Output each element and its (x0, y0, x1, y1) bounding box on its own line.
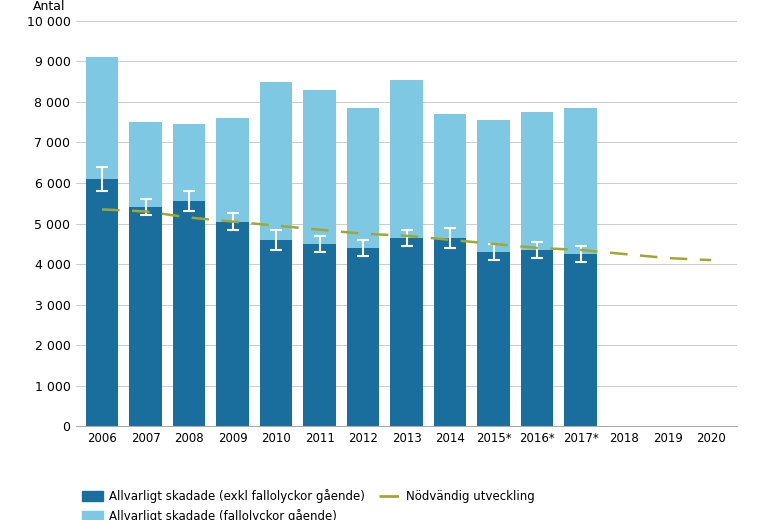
Bar (391, 238, 423, 426)
Bar (521, 250, 553, 426)
Bar (217, 222, 249, 426)
Bar (564, 254, 597, 426)
Bar (86, 179, 119, 426)
Bar (173, 124, 205, 201)
Bar (260, 82, 293, 240)
Bar (347, 108, 379, 248)
Bar (217, 118, 249, 222)
Bar (129, 207, 162, 426)
Bar (173, 201, 205, 426)
Bar (564, 108, 597, 254)
Bar (521, 112, 553, 250)
Bar (86, 57, 119, 179)
Legend: Allvarligt skadade (exkl fallolyckor gående), Allvarligt skadade (fallolyckor gå: Allvarligt skadade (exkl fallolyckor gåe… (82, 489, 535, 520)
Bar (260, 240, 293, 426)
Bar (434, 238, 467, 426)
Bar (477, 120, 510, 252)
Bar (347, 248, 379, 426)
Bar (129, 122, 162, 207)
Bar (303, 90, 336, 244)
Bar (391, 80, 423, 238)
Bar (477, 252, 510, 426)
Bar (434, 114, 467, 238)
Text: Antal: Antal (33, 0, 65, 12)
Bar (303, 244, 336, 426)
